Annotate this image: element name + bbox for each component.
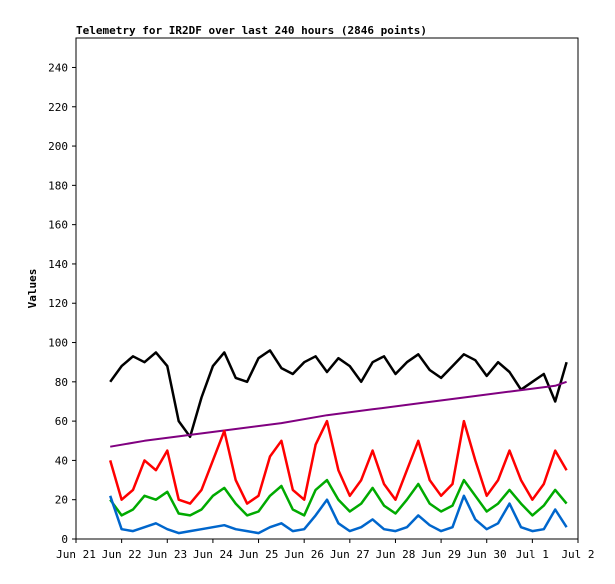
x-tick-label: Jul 1 — [516, 548, 549, 561]
x-tick-label: Jun 23 — [147, 548, 187, 561]
y-tick-label: 140 — [48, 258, 68, 271]
y-axis-label: Values — [26, 269, 39, 309]
x-tick-label: Jun 27 — [330, 548, 370, 561]
x-tick-label: Jun 25 — [239, 548, 279, 561]
y-tick-label: 200 — [48, 140, 68, 153]
x-tick-label: Jun 22 — [102, 548, 142, 561]
series-line-0 — [109, 349, 568, 439]
y-tick-label: 80 — [55, 376, 68, 389]
y-tick-label: 60 — [55, 415, 68, 428]
y-tick-label: 0 — [61, 533, 68, 546]
y-tick-label: 160 — [48, 219, 68, 232]
y-tick-label: 20 — [55, 494, 68, 507]
series-line-3 — [109, 478, 568, 517]
y-tick-label: 240 — [48, 61, 68, 74]
y-tick-label: 220 — [48, 101, 68, 114]
x-tick-label: Jun 21 — [56, 548, 96, 561]
series-line-1 — [110, 380, 567, 448]
x-axis: Jun 21 Jun 22 Jun 23 Jun 24 Jun 25 Jun 26 Jun … — [56, 539, 595, 561]
x-tick-label: Jun 30 — [467, 548, 507, 561]
x-tick-label: Jun 24 — [193, 548, 233, 561]
y-tick-label: 40 — [55, 454, 68, 467]
series-layer — [108, 349, 568, 535]
y-axis: 0 20 40 60 80 100 120 140 160 180 200 220 240 — [48, 61, 76, 546]
y-tick-label: 120 — [48, 297, 68, 310]
series-line-4 — [109, 494, 568, 535]
plot-frame — [75, 37, 579, 540]
chart-title: Telemetry for IR2DF over last 240 hours … — [76, 24, 427, 37]
x-tick-label: Jun 28 — [376, 548, 416, 561]
y-tick-label: 100 — [48, 337, 68, 350]
x-tick-label: Jun 26 — [284, 548, 324, 561]
series-line-2 — [108, 419, 568, 505]
y-tick-label: 180 — [48, 179, 68, 192]
plot-area: Jun 21 Jun 22 Jun 23 Jun 24 Jun 25 Jun 26 Jun … — [48, 37, 595, 561]
x-tick-label: Jun 29 — [421, 548, 461, 561]
x-tick-label: Jul 2 — [561, 548, 594, 561]
